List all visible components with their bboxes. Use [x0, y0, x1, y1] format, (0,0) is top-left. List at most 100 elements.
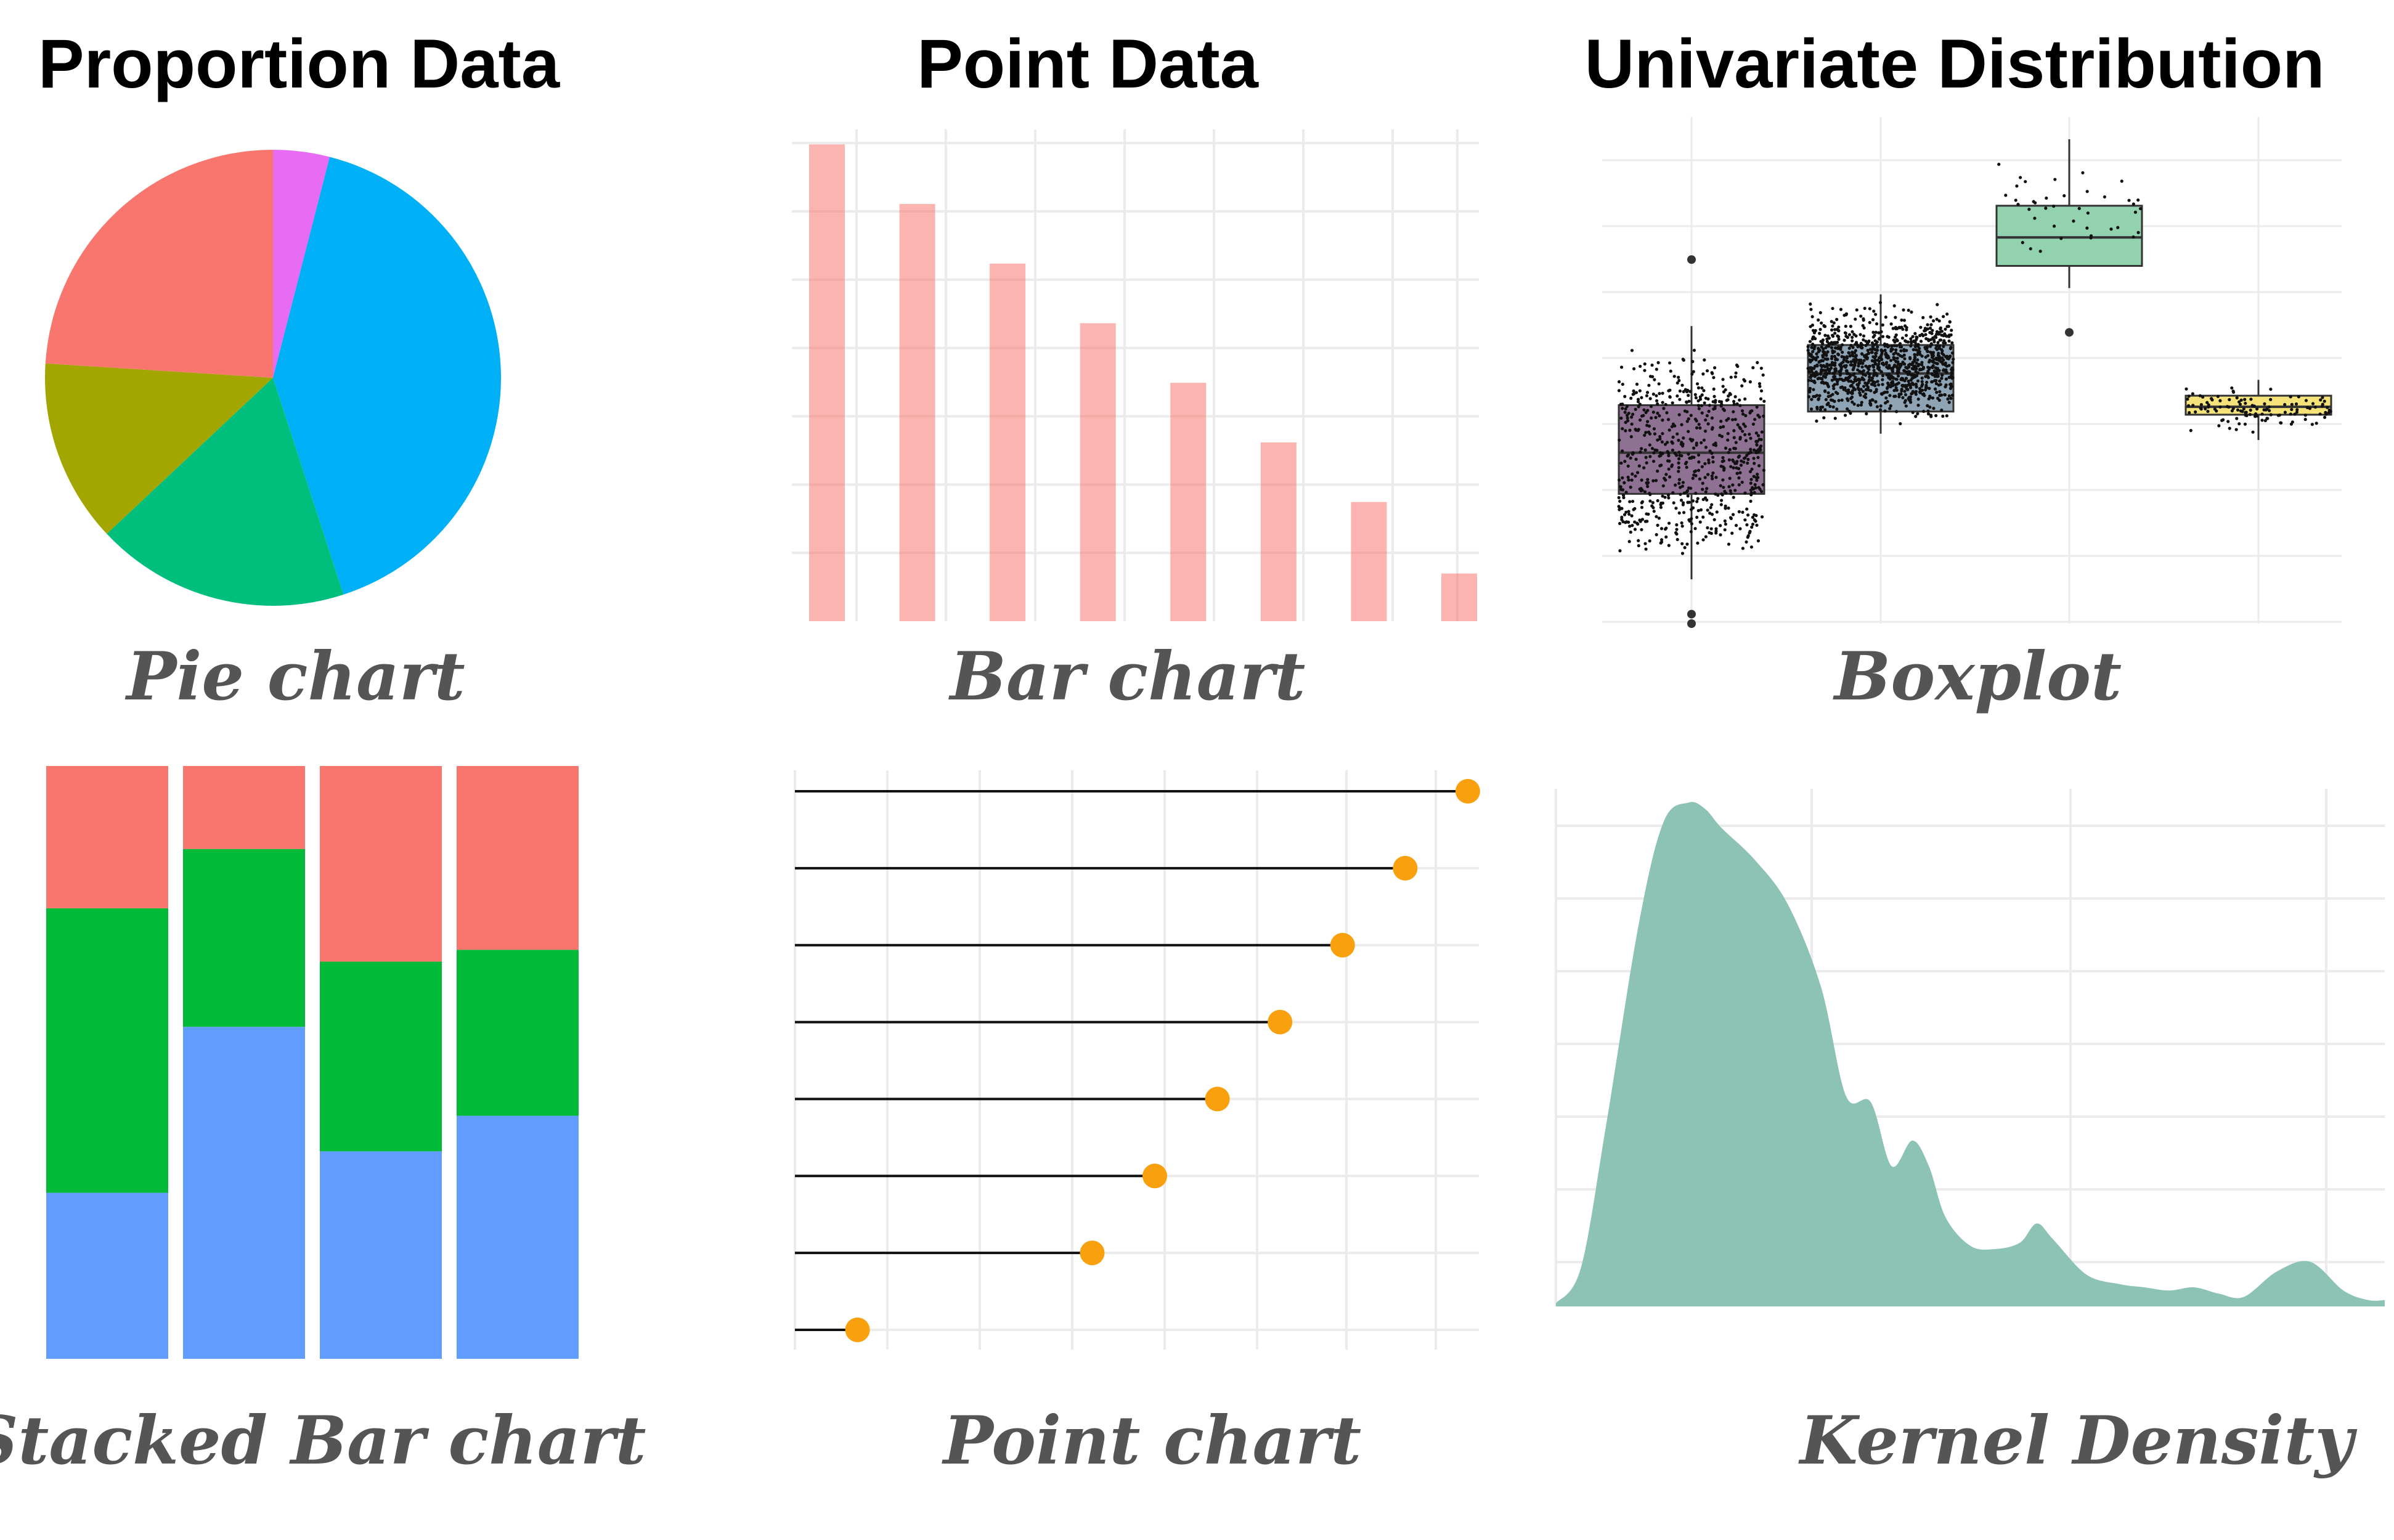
box-jitter-point [1752, 475, 1756, 478]
box-jitter-point [1849, 397, 1853, 401]
box-jitter-point [1921, 334, 1925, 338]
box-jitter-point [1752, 457, 1756, 460]
box-jitter-point [2231, 407, 2235, 410]
box-jitter-point [1817, 346, 1820, 350]
box-jitter-point [2241, 410, 2244, 414]
box-jitter-point [1625, 414, 1629, 417]
box-jitter-point [1643, 369, 1647, 372]
box-jitter-point [1893, 363, 1897, 367]
box-jitter-point [1740, 384, 1744, 388]
box-2 [1995, 205, 2143, 267]
box-jitter-point [1748, 411, 1752, 415]
box-jitter-point [1929, 315, 1932, 319]
box-jitter-point [1818, 327, 1822, 332]
box-jitter-point [1823, 375, 1828, 379]
box-jitter-point [2260, 412, 2264, 416]
box-jitter-point [1696, 404, 1701, 407]
box-outlier-0-1 [1687, 609, 1696, 619]
box-jitter-point [1722, 390, 1726, 394]
box-jitter-point [1864, 340, 1868, 343]
box-jitter-point [2244, 401, 2247, 405]
box-jitter-point [1693, 417, 1698, 421]
box-jitter-point [1661, 418, 1664, 422]
box-jitter-point [1933, 375, 1937, 378]
box-jitter-point [1859, 341, 1863, 345]
point-chart-panel [794, 770, 1480, 1350]
box-jitter-point [1888, 407, 1892, 410]
box-jitter-point [1743, 425, 1747, 428]
box-jitter-point [1758, 446, 1762, 449]
box-jitter-point [2034, 201, 2037, 205]
box-jitter-point [1846, 397, 1849, 401]
box-jitter-point [1915, 352, 1920, 357]
box-jitter-point [1703, 496, 1708, 500]
box-jitter-point [1687, 394, 1690, 397]
box-jitter-point [2204, 407, 2207, 410]
box-jitter-point [1624, 491, 1628, 494]
box-jitter-point [1704, 446, 1708, 449]
box-jitter-point [1891, 327, 1895, 330]
box-jitter-point [1850, 350, 1854, 354]
box-jitter-point [1650, 404, 1653, 409]
box-jitter-point [2269, 413, 2273, 417]
box-jitter-point [1656, 361, 1660, 365]
box-jitter-point [1706, 526, 1709, 530]
box-jitter-point [1824, 369, 1828, 372]
box-jitter-point [1900, 318, 1903, 322]
box-jitter-point [1927, 397, 1931, 401]
box-jitter-point [2220, 418, 2224, 422]
box-jitter-point [1884, 396, 1888, 400]
box-jitter-point [1912, 366, 1916, 370]
box-jitter-point [1708, 531, 1711, 535]
box-jitter-point [1637, 405, 1640, 409]
box-jitter-point [1680, 423, 1684, 426]
box-jitter-point [1862, 378, 1866, 381]
box-jitter-point [1863, 306, 1867, 310]
box-jitter-point [1932, 407, 1936, 410]
box-jitter-point [1903, 385, 1907, 388]
box-jitter-point [1947, 339, 1951, 343]
box-jitter-point [1618, 549, 1622, 553]
box-jitter-point [1660, 440, 1664, 444]
box-jitter-point [1647, 383, 1651, 387]
box-jitter-point [1651, 410, 1655, 414]
box-jitter-point [1658, 451, 1662, 455]
box-jitter-point [1932, 340, 1936, 344]
box-jitter-point [1710, 503, 1714, 507]
box-jitter-point [1690, 522, 1693, 526]
box-jitter-point [1693, 527, 1697, 531]
box-jitter-point [1833, 364, 1837, 367]
box-jitter-point [1684, 462, 1688, 466]
bar-0 [809, 144, 845, 622]
box-jitter-point [1732, 402, 1736, 406]
box-jitter-point [1640, 518, 1645, 521]
box-jitter-point [1818, 372, 1823, 376]
box-jitter-point [1902, 369, 1906, 372]
box-jitter-point [1915, 361, 1918, 365]
pie-slice-1 [273, 157, 502, 595]
box-jitter-point [1656, 523, 1659, 527]
box-jitter-point [1822, 416, 1826, 420]
box-jitter-point [1938, 389, 1942, 394]
box-jitter-point [1812, 388, 1815, 391]
box-jitter-point [1714, 441, 1717, 445]
box-jitter-point [1857, 377, 1861, 381]
box-jitter-point [1947, 364, 1951, 367]
box-jitter-point [1722, 409, 1726, 412]
box-jitter-point [1875, 405, 1879, 409]
box-jitter-point [1898, 365, 1902, 369]
box-jitter-point [1629, 456, 1632, 460]
box-jitter-point [1867, 379, 1871, 383]
caption-boxplot: Boxplot [1833, 638, 2122, 715]
box-jitter-point [1873, 356, 1876, 360]
box-jitter-point [1863, 354, 1867, 357]
box-jitter-point [1846, 372, 1849, 375]
box-jitter-point [1728, 476, 1732, 480]
box-jitter-point [1931, 373, 1934, 377]
box-jitter-point [1618, 499, 1622, 503]
box-jitter-point [2199, 407, 2203, 411]
box-jitter-point [1845, 359, 1849, 363]
box-jitter-point [2242, 407, 2245, 411]
box-jitter-point [1913, 352, 1916, 357]
box-jitter-point [1837, 329, 1841, 333]
